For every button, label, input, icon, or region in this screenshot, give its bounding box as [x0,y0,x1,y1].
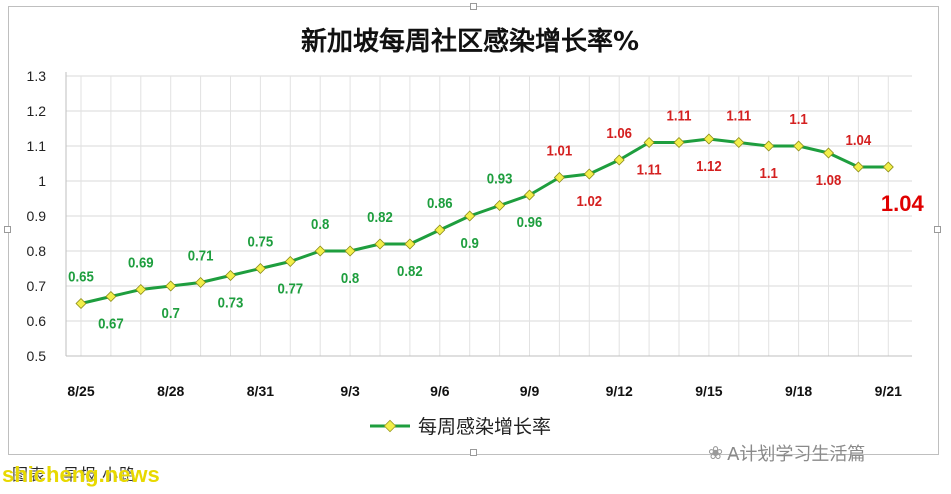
y-tick-label: 0.7 [27,278,47,294]
data-point [643,136,655,149]
data-label: 1.01 [547,142,573,159]
data-point [135,283,147,296]
x-tick-label: 9/21 [875,383,902,399]
y-tick-label: 1.1 [27,138,47,154]
y-tick-label: 0.8 [27,243,47,259]
data-label: 1.06 [606,124,632,141]
data-point [733,136,745,149]
data-point [284,255,296,268]
data-point [434,224,446,236]
data-point [105,290,117,303]
x-tick-label: 9/9 [520,383,540,399]
chart-frame [8,6,939,455]
data-point [852,161,864,173]
data-point [374,238,386,250]
data-label: 1.12 [696,157,722,174]
data-point [404,238,416,250]
credit-label: 图表：早报 小路 [12,467,137,484]
data-label: 0.96 [517,213,543,230]
data-label: 0.75 [248,233,274,250]
x-tick-label: 9/12 [606,383,633,399]
resize-handle-right[interactable] [934,226,941,233]
data-label: 1.11 [637,161,662,178]
y-tick-label: 1 [38,173,46,189]
resize-handle-top[interactable] [470,3,477,10]
data-labels: 0.65 0.67 0.69 0.7 0.71 0.73 0.75 0.77 0.8 0.8 0.8… [68,107,924,332]
x-tick-label: 9/3 [340,383,360,399]
data-point [344,245,356,257]
data-point [224,269,237,282]
gridlines [66,75,912,357]
account-watermark: ❀ A计划学习生活篇 [708,440,865,466]
data-point [583,168,595,180]
y-tick-label: 1.3 [27,68,47,84]
x-tick-label: 8/28 [157,383,184,399]
data-label: 0.77 [277,280,303,297]
data-point [553,171,565,184]
site-watermark: shicheng.news [2,462,160,487]
data-point [165,280,177,292]
x-tick-label: 8/25 [67,383,94,399]
data-label: 0.9 [461,234,479,251]
data-point [763,140,775,152]
data-label: 0.7 [162,304,180,321]
series-line-path [80,137,889,305]
resize-handle-left[interactable] [4,226,11,233]
data-label: 1.11 [726,107,751,124]
data-label: 0.86 [427,194,453,211]
data-label: 1.08 [816,171,842,188]
data-point [464,210,476,222]
data-point [314,245,326,257]
legend: 每周感染增长率 [370,416,551,438]
y-tick-label: 1.2 [27,103,47,119]
data-label: 0.65 [68,268,94,285]
data-label: 0.82 [367,208,393,225]
chart-title: 新加坡每周社区感染增长率% [301,26,639,57]
series-line [75,133,894,310]
data-label: 1.1 [760,164,778,181]
data-label: 0.69 [128,254,154,271]
data-label: 1.1 [789,110,807,127]
data-point [523,189,536,201]
data-point [195,276,207,289]
x-tick-label: 9/6 [430,383,450,399]
data-point [793,140,805,152]
data-label-highlight: 1.04 [881,191,925,216]
data-point [75,297,87,310]
data-point [254,262,266,275]
data-label: 0.8 [311,215,329,232]
account-watermark-text: A计划学习生活篇 [727,444,866,465]
data-label: 1.02 [576,192,602,209]
data-point [882,161,894,173]
y-tick-label: 0.5 [27,348,47,364]
y-tick-label: 0.6 [27,313,47,329]
data-point [613,154,625,166]
data-label: 1.11 [667,107,692,124]
x-tick-label: 9/15 [695,383,722,399]
wechat-icon: ❀ [708,442,724,464]
data-point [494,199,506,212]
resize-handle-bottom[interactable] [470,449,477,456]
data-point [703,133,715,145]
data-label: 0.93 [487,170,513,187]
x-tick-label: 9/18 [785,383,812,399]
legend-marker-swatch [383,419,397,433]
data-label: 0.82 [397,262,423,279]
data-point [673,136,685,149]
axes: 0.5 0.6 0.7 0.8 0.9 1 1.1 1.2 1.3 8/25 8/28 8/31 9/3… [27,68,912,399]
data-point [822,147,835,159]
data-label: 0.73 [218,294,244,311]
data-label: 1.04 [846,131,872,148]
legend-label: 每周感染增长率 [418,416,551,438]
x-tick-label: 8/31 [247,383,274,399]
data-label: 0.67 [98,315,124,332]
y-tick-label: 0.9 [27,208,47,224]
data-label: 0.8 [341,269,359,286]
data-label: 0.71 [188,247,214,264]
